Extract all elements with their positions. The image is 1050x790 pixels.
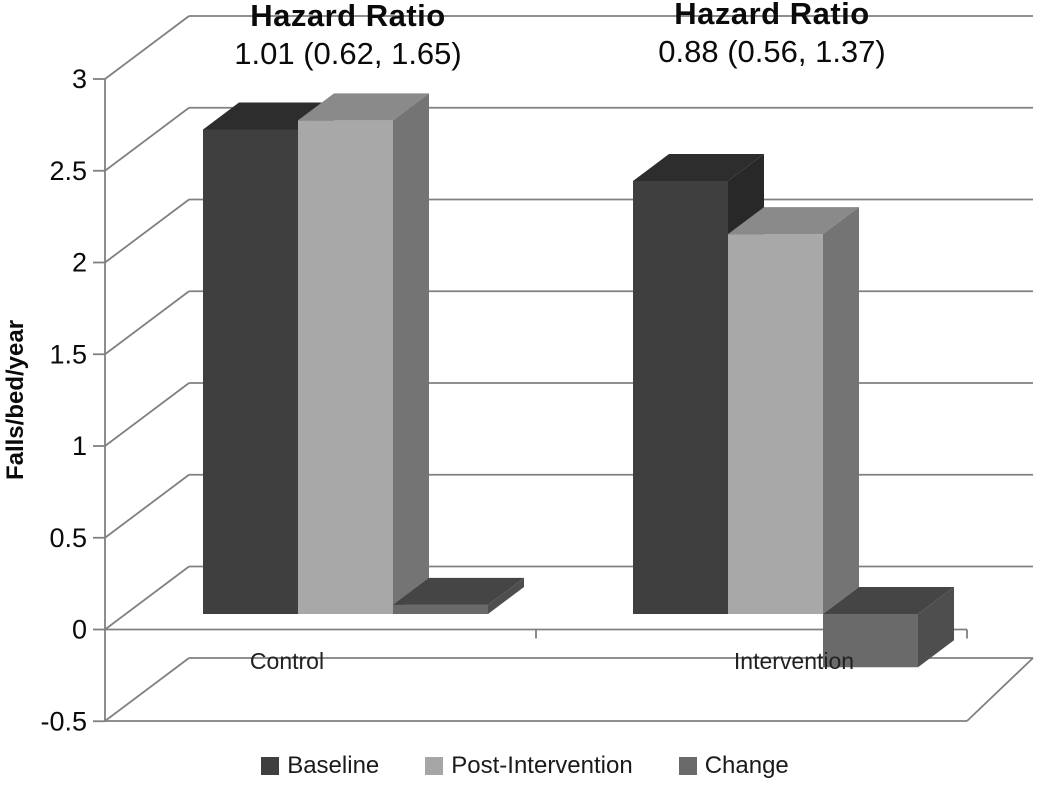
floor-left-edge	[104, 657, 190, 722]
gridline-connector	[104, 15, 190, 80]
legend-item-baseline: Baseline	[261, 752, 379, 780]
y-tick-label: 2	[72, 248, 87, 278]
y-tick-label: 0.5	[49, 523, 87, 553]
gridline-connector	[104, 198, 190, 264]
bar-front-change-control	[393, 604, 488, 614]
category-label-intervention: Intervention	[733, 648, 855, 674]
bar-top-change-intervention	[823, 587, 954, 614]
gridline-connector	[104, 565, 190, 631]
gridline-connector	[104, 474, 190, 539]
legend: Baseline Post-Intervention Change	[0, 752, 1050, 780]
y-tick-label: 1	[72, 431, 87, 461]
gridline-connector	[104, 290, 190, 355]
bar-front-post-intervention-intervention	[728, 234, 823, 614]
hazard-ratio-value: 0.88 (0.56, 1.37)	[658, 34, 886, 69]
bar-top-post-intervention-control	[298, 93, 429, 121]
legend-item-post-intervention: Post-Intervention	[425, 752, 633, 780]
y-tick-label: -0.5	[40, 706, 87, 736]
bar-front-post-intervention-control	[298, 120, 393, 614]
legend-label-post-intervention: Post-Intervention	[451, 752, 633, 779]
bar-side-change-intervention	[918, 587, 954, 668]
bar-top-baseline-intervention	[633, 153, 764, 181]
bar-front-change-intervention	[823, 614, 918, 668]
legend-label-change: Change	[704, 752, 789, 779]
bar-side-change-control	[488, 577, 524, 614]
y-tick-label: 0	[72, 615, 87, 645]
bar-front-baseline-control	[203, 129, 298, 614]
legend-label-baseline: Baseline	[287, 752, 380, 779]
bar-top-change-control	[393, 577, 524, 605]
hazard-ratio-value: 1.01 (0.62, 1.65)	[234, 36, 462, 71]
legend-item-change: Change	[678, 752, 789, 780]
legend-swatch-post-intervention	[425, 757, 444, 775]
gridline-connector	[104, 107, 190, 172]
hazard-ratio-title: Hazard Ratio	[250, 0, 446, 33]
bar-top-post-intervention-intervention	[728, 207, 859, 235]
bar-side-post-intervention-control	[393, 93, 429, 614]
floor-right-edge	[966, 657, 1034, 722]
bar-side-post-intervention-intervention	[823, 207, 859, 614]
bar-front-baseline-intervention	[633, 180, 728, 614]
y-axis-title: Falls/bed/year	[2, 319, 29, 481]
y-tick-label: 1.5	[49, 339, 87, 369]
y-tick-label: 3	[72, 64, 87, 94]
hazard-ratio-annotation-control: Hazard Ratio 1.01 (0.62, 1.65)	[128, 0, 568, 73]
y-tick-label: 2.5	[49, 156, 87, 186]
gridline-connector	[104, 382, 190, 447]
hazard-ratio-annotation-intervention: Hazard Ratio 0.88 (0.56, 1.37)	[552, 0, 992, 71]
hazard-ratio-title: Hazard Ratio	[674, 0, 870, 31]
category-label-control: Control	[249, 648, 325, 674]
legend-swatch-change	[678, 757, 697, 775]
legend-swatch-baseline	[261, 757, 280, 775]
